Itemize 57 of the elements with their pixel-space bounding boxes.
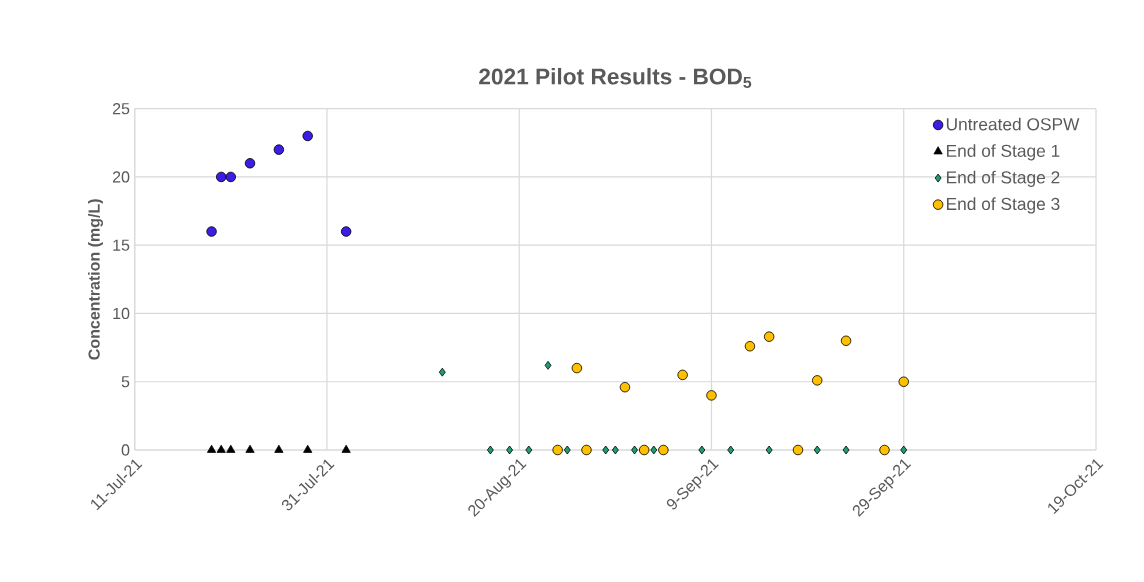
point [706, 390, 717, 401]
point [245, 444, 255, 453]
point [631, 445, 638, 455]
point [273, 144, 285, 155]
point [619, 381, 631, 393]
point [602, 445, 610, 455]
point [571, 362, 583, 374]
legend-label: End of Stage 2 [946, 170, 1060, 187]
y-axis-title: Concentration (mg/L) [88, 199, 103, 360]
point [340, 226, 352, 237]
point [765, 445, 773, 455]
y-tick-label: 0 [121, 444, 130, 456]
point [552, 444, 563, 456]
point [698, 445, 706, 455]
point [226, 444, 236, 453]
point [650, 445, 658, 455]
chart-title: 2021 Pilot Results - BOD$_{5}$ [479, 67, 752, 88]
point [544, 360, 552, 370]
point [744, 341, 756, 352]
point [525, 445, 533, 455]
point [438, 367, 446, 377]
point [898, 376, 909, 387]
point [341, 444, 351, 453]
point [216, 444, 226, 453]
point [792, 444, 804, 456]
point [842, 445, 850, 455]
point [303, 444, 313, 453]
y-tick-label: 5 [121, 376, 130, 388]
point [506, 445, 513, 455]
point [244, 158, 256, 169]
y-tick-label: 20 [112, 171, 130, 183]
point [581, 444, 592, 456]
point [900, 445, 908, 455]
point [763, 331, 775, 342]
y-tick-label: 25 [112, 103, 130, 115]
point [727, 445, 735, 455]
point [611, 445, 619, 455]
legend-label: End of Stage 1 [946, 144, 1060, 161]
point [840, 335, 852, 346]
point [563, 445, 571, 455]
point [302, 130, 313, 142]
point [215, 171, 227, 183]
point [812, 375, 823, 386]
point [813, 445, 821, 455]
point [274, 444, 284, 453]
legend-label: Untreated OSPW [946, 117, 1080, 131]
point [206, 226, 217, 237]
point [225, 171, 236, 183]
point [879, 444, 890, 456]
y-tick-label: 15 [113, 239, 130, 251]
point [638, 444, 650, 456]
y-tick-label: 10 [113, 307, 130, 320]
point [658, 444, 669, 456]
legend-label: End of Stage 3 [946, 197, 1060, 214]
point [207, 444, 217, 453]
point [486, 445, 494, 455]
point [677, 369, 688, 381]
